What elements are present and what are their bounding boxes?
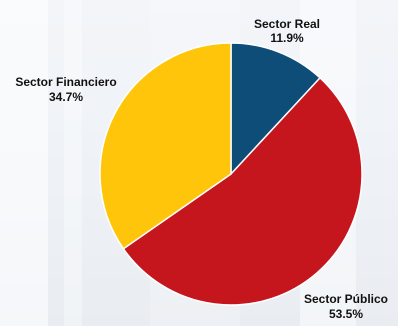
slice-name-label: Sector Público [304, 292, 388, 306]
slice-name-label: Sector Financiero [15, 75, 116, 89]
slice-label-sector-publico: Sector Público 53.5% [304, 292, 388, 321]
pie-slice-sector-publico [122, 77, 363, 306]
background-stripe [0, 0, 48, 326]
pie-slices [99, 42, 363, 306]
slice-label-sector-real: Sector Real 11.9% [254, 17, 320, 45]
slice-label-sector-financiero: Sector Financiero 34.7% [15, 75, 116, 104]
pie-slice-sector-financiero [99, 42, 232, 250]
pie-slice-sector-real [230, 42, 321, 175]
slice-value-label: 34.7% [49, 90, 83, 104]
slice-value-label: 53.5% [329, 307, 363, 321]
slice-name-label: Sector Real [254, 17, 320, 31]
background-stripe [64, 0, 82, 326]
slice-value-label: 11.9% [270, 31, 304, 45]
